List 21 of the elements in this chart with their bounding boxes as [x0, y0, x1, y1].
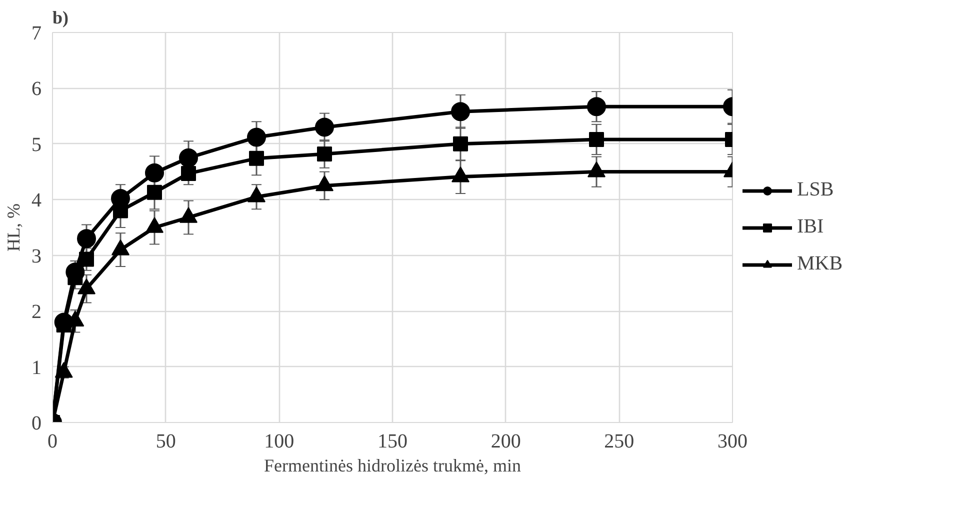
x-tick-label: 0 [48, 430, 58, 452]
legend-label: MKB [797, 252, 843, 276]
y-tick-label: 6 [32, 78, 42, 100]
y-tick-label: 0 [32, 412, 42, 434]
legend-label: IBI [797, 216, 824, 238]
y-tick-label: 3 [32, 245, 42, 268]
y-tick-label: 5 [32, 134, 42, 156]
x-tick-label: 300 [718, 430, 748, 452]
y-tick-label: 7 [32, 22, 42, 44]
y-axis-title: HL, % [4, 203, 24, 252]
x-tick-label: 100 [264, 430, 294, 452]
legend-label: LSB [797, 178, 834, 202]
chart-title: b) [52, 8, 69, 28]
x-tick-label: 250 [604, 430, 634, 452]
x-tick-label: 50 [156, 430, 176, 452]
x-axis-title: Fermentinės hidrolizės trukmė, min [264, 456, 521, 476]
y-tick-label: 2 [32, 301, 42, 324]
y-tick-label: 4 [32, 190, 42, 212]
y-tick-label: 1 [32, 356, 42, 379]
x-tick-label: 200 [490, 430, 521, 452]
x-tick-label: 150 [378, 430, 408, 452]
